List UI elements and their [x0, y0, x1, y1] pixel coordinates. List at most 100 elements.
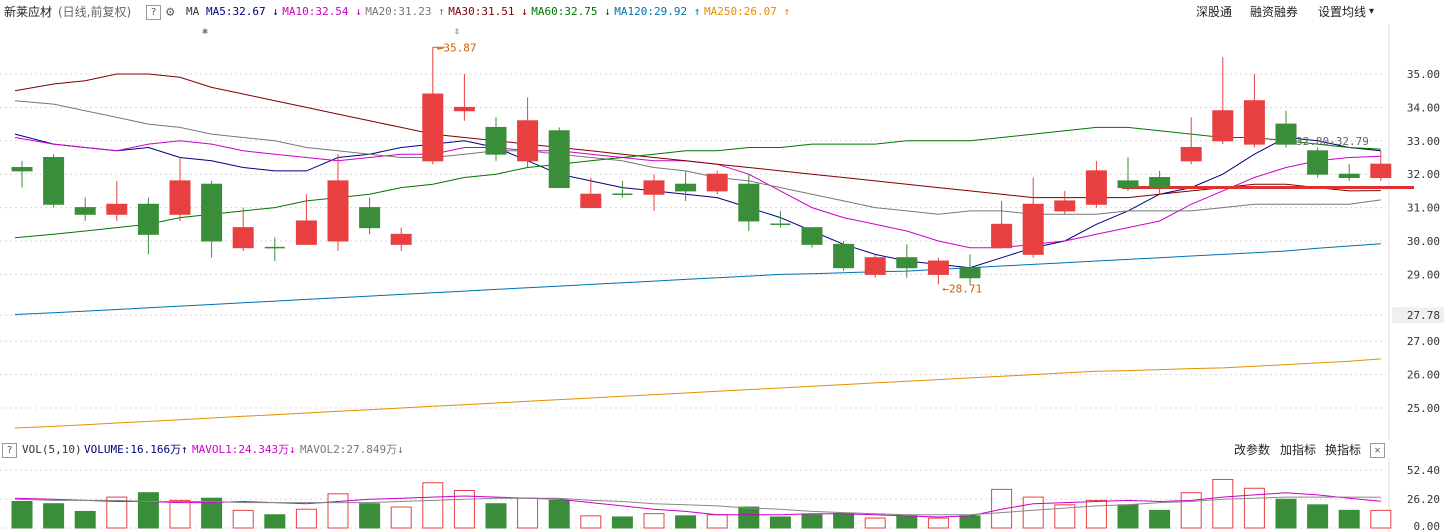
- candle[interactable]: [801, 227, 823, 248]
- volume-bar[interactable]: [327, 493, 349, 529]
- gear-icon[interactable]: ⚙: [166, 4, 175, 20]
- volume-bar[interactable]: [833, 513, 855, 529]
- candle[interactable]: [43, 154, 65, 208]
- volume-bar[interactable]: [1117, 504, 1139, 529]
- candle[interactable]: [991, 200, 1013, 249]
- candle[interactable]: [295, 194, 317, 245]
- candle[interactable]: [422, 47, 444, 165]
- candle[interactable]: [137, 197, 159, 255]
- candle[interactable]: [1022, 177, 1044, 258]
- candle[interactable]: [327, 154, 349, 252]
- volume-bar[interactable]: [295, 508, 317, 529]
- volume-bar[interactable]: [1022, 496, 1044, 529]
- volume-bar[interactable]: [74, 510, 96, 529]
- candle[interactable]: [1054, 190, 1076, 215]
- candle[interactable]: [580, 177, 602, 209]
- candle[interactable]: [675, 170, 697, 201]
- candle[interactable]: [959, 254, 981, 285]
- price-chart[interactable]: 35.00 34.00 33.00 32.00 31.00 30.00 29.00 27.78…: [0, 24, 1446, 440]
- event-marker-icon[interactable]: ✱: [202, 26, 208, 37]
- volume-bar[interactable]: [422, 482, 444, 529]
- ma-settings-link[interactable]: 设置均线: [1318, 5, 1367, 19]
- candle[interactable]: [1149, 170, 1171, 195]
- chevron-down-icon[interactable]: ▾: [1369, 6, 1375, 17]
- candle[interactable]: [548, 127, 570, 189]
- volume-bar[interactable]: [611, 516, 633, 529]
- volume-bar[interactable]: [769, 516, 791, 529]
- volume-bar[interactable]: [106, 496, 128, 529]
- volume-bar[interactable]: [11, 501, 33, 529]
- candle[interactable]: [201, 180, 223, 258]
- event-marker-icon[interactable]: ⇕: [454, 26, 460, 37]
- volume-bar[interactable]: [137, 492, 159, 529]
- volume-bar[interactable]: [927, 517, 949, 529]
- volume-bar[interactable]: [580, 515, 602, 529]
- candle[interactable]: [1180, 117, 1202, 165]
- candle[interactable]: [612, 180, 633, 198]
- candle[interactable]: [738, 174, 760, 231]
- volume-bar[interactable]: [991, 488, 1013, 529]
- shenzhen-connect-link[interactable]: 深股通: [1196, 5, 1233, 19]
- candle[interactable]: [1338, 164, 1360, 181]
- volume-bar[interactable]: [1307, 504, 1329, 529]
- candle[interactable]: [485, 117, 507, 161]
- add-indicator-link[interactable]: 加指标: [1280, 443, 1317, 457]
- volume-bar[interactable]: [738, 506, 760, 529]
- candle[interactable]: [359, 197, 381, 235]
- candle[interactable]: [1117, 157, 1139, 191]
- volume-bar[interactable]: [485, 503, 507, 529]
- candle[interactable]: [833, 241, 855, 272]
- volume-bar[interactable]: [1212, 478, 1234, 529]
- volume-bar[interactable]: [1338, 509, 1360, 529]
- candle[interactable]: [453, 74, 475, 121]
- volume-bar[interactable]: [1275, 498, 1297, 529]
- stock-name[interactable]: 新莱应材: [4, 5, 53, 19]
- volume-bar[interactable]: [959, 515, 981, 529]
- volume-bar[interactable]: [864, 517, 886, 529]
- volume-bar[interactable]: [706, 514, 728, 529]
- candle[interactable]: [264, 237, 285, 262]
- chart-mode[interactable]: (日线,前复权): [58, 5, 132, 19]
- volume-bar[interactable]: [201, 497, 223, 529]
- candle[interactable]: [1212, 57, 1234, 145]
- help-icon[interactable]: ?: [146, 5, 161, 20]
- volume-bar[interactable]: [1180, 492, 1202, 529]
- candle[interactable]: [11, 160, 33, 188]
- volume-bar[interactable]: [801, 514, 823, 529]
- candle[interactable]: [232, 207, 254, 252]
- vol-help-icon[interactable]: ?: [2, 443, 17, 458]
- candle[interactable]: [770, 210, 791, 228]
- volume-bar[interactable]: [1370, 509, 1392, 529]
- candle[interactable]: [106, 180, 128, 221]
- volume-chart[interactable]: 52.40 26.20 0.00: [0, 458, 1446, 532]
- volume-bar[interactable]: [359, 503, 381, 529]
- candle[interactable]: [390, 227, 412, 252]
- volume-bar[interactable]: [643, 513, 665, 529]
- candle[interactable]: [1085, 160, 1107, 208]
- candle[interactable]: [1370, 150, 1392, 181]
- candle[interactable]: [74, 197, 96, 221]
- volume-bar[interactable]: [1149, 509, 1171, 529]
- volume-bar[interactable]: [1054, 504, 1076, 529]
- volume-bar[interactable]: [264, 514, 286, 529]
- volume-bar[interactable]: [517, 497, 539, 529]
- volume-bar[interactable]: [548, 499, 570, 529]
- candle[interactable]: [927, 257, 949, 285]
- candle[interactable]: [643, 174, 665, 211]
- volume-bar[interactable]: [1085, 499, 1107, 529]
- volume-bar[interactable]: [675, 515, 697, 529]
- volume-bar[interactable]: [169, 499, 191, 529]
- volume-bar[interactable]: [43, 503, 65, 529]
- candle[interactable]: [706, 170, 728, 195]
- margin-trading-link[interactable]: 融资融券: [1250, 5, 1299, 19]
- volume-bar[interactable]: [896, 515, 918, 529]
- candle[interactable]: [517, 97, 539, 168]
- candle[interactable]: [896, 244, 918, 278]
- change-indicator-link[interactable]: 换指标: [1325, 443, 1362, 457]
- candle[interactable]: [1243, 74, 1265, 148]
- candle[interactable]: [1275, 110, 1297, 148]
- volume-bar[interactable]: [390, 506, 412, 529]
- candle[interactable]: [1307, 147, 1329, 178]
- candle[interactable]: [864, 254, 886, 278]
- close-icon[interactable]: ✕: [1370, 443, 1385, 458]
